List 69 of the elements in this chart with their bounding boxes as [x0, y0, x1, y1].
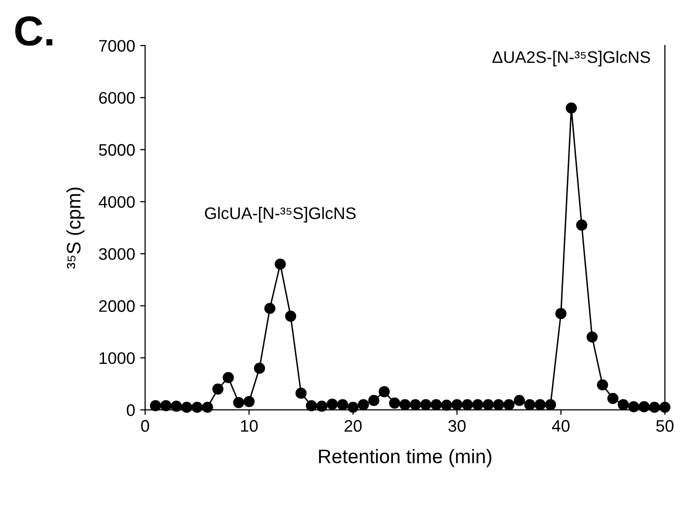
- point: [596, 379, 608, 390]
- x-tick-label: 50: [656, 420, 674, 432]
- point: [347, 402, 359, 413]
- point: [462, 399, 473, 410]
- point: [368, 394, 380, 406]
- point: [586, 331, 598, 343]
- point: [430, 399, 442, 410]
- y-tick-label: 6000: [99, 92, 135, 104]
- point: [544, 399, 556, 410]
- point: [576, 220, 588, 231]
- point: [222, 372, 234, 384]
- point: [566, 102, 577, 114]
- y-tick-label: 1000: [100, 352, 135, 364]
- point: [170, 400, 182, 412]
- point: [659, 402, 670, 413]
- point: [192, 402, 203, 413]
- x-tick-label: 30: [448, 420, 466, 432]
- point: [244, 396, 255, 408]
- point: [306, 400, 317, 412]
- x-tick-label: 0: [141, 420, 150, 432]
- point: [274, 258, 286, 270]
- point: [618, 399, 629, 410]
- point: [534, 399, 546, 410]
- y-tick-label: 5000: [98, 144, 135, 156]
- point: [638, 401, 650, 412]
- point: [555, 308, 566, 320]
- point: [399, 399, 411, 410]
- point: [337, 399, 348, 410]
- annotation: GlcUA-[N-³⁵S]GlcNS: [204, 206, 356, 222]
- point: [316, 400, 328, 412]
- point: [410, 399, 421, 410]
- point: [482, 399, 494, 410]
- annotation: ΔUA2S-[N-³⁵S]GlcNS: [492, 50, 650, 66]
- point: [202, 402, 214, 413]
- point: [493, 399, 504, 410]
- point: [212, 383, 224, 395]
- point: [451, 399, 463, 410]
- y-tick-label: 0: [126, 404, 135, 416]
- y-tick-label: 4000: [98, 196, 135, 208]
- chart-title: C.: [15, 16, 52, 46]
- point: [648, 402, 660, 413]
- y-axis-title: ³⁵S (cpm): [66, 188, 84, 269]
- point: [233, 397, 244, 408]
- point: [181, 402, 192, 413]
- point: [441, 400, 452, 411]
- point: [378, 386, 390, 398]
- point: [389, 398, 400, 409]
- point: [295, 388, 307, 399]
- y-tick-label: 3000: [98, 248, 135, 260]
- point: [264, 302, 276, 314]
- x-tick-label: 20: [344, 420, 362, 432]
- y-tick-label: 2000: [99, 300, 135, 312]
- point: [503, 399, 515, 410]
- point: [524, 399, 536, 410]
- point: [160, 400, 172, 412]
- point: [326, 398, 338, 410]
- point: [358, 399, 369, 410]
- x-axis-title: Retention time (min): [319, 449, 492, 468]
- y-tick-label: 7000: [99, 40, 135, 52]
- point: [420, 399, 432, 410]
- point: [150, 400, 162, 412]
- point: [285, 310, 296, 322]
- point: [607, 392, 618, 404]
- point: [472, 399, 484, 410]
- x-tick-label: 40: [552, 420, 570, 432]
- x-tick-label: 10: [241, 420, 258, 432]
- point: [514, 394, 525, 406]
- point: [254, 362, 266, 374]
- point: [628, 401, 640, 412]
